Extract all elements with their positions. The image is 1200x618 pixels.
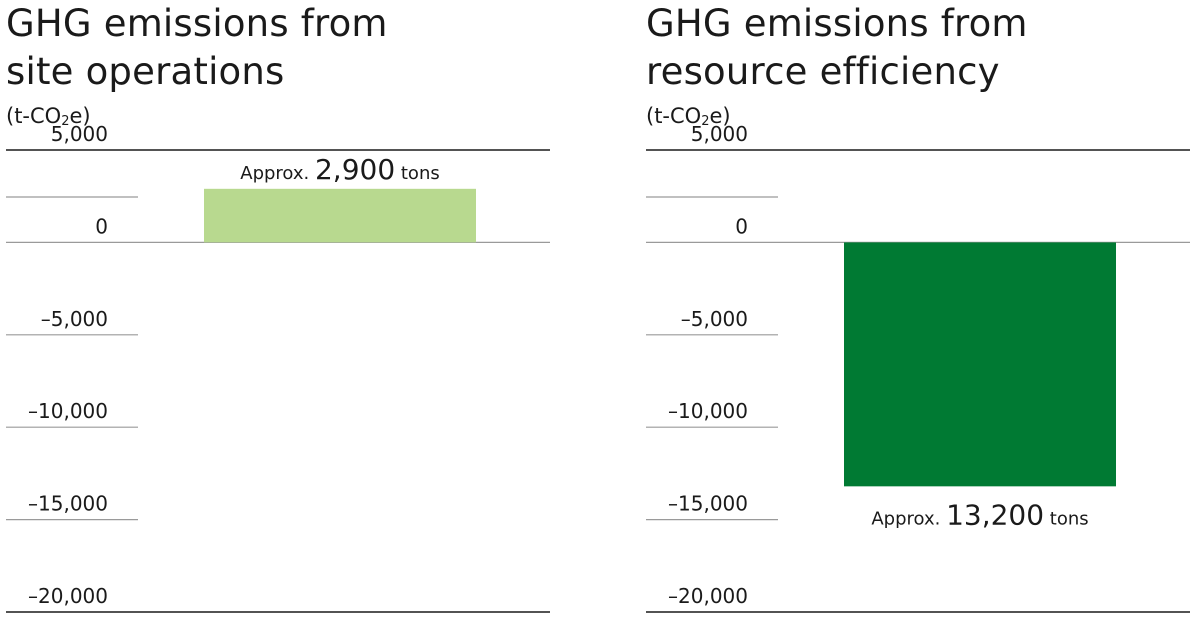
chart-title: GHG emissions from site operations xyxy=(6,2,388,93)
y-tick-label: –5,000 xyxy=(681,307,748,331)
data-label-value: 13,200 xyxy=(946,498,1044,531)
chart-panel-site-operations: GHG emissions from site operations (t-CO… xyxy=(0,0,560,618)
bar xyxy=(844,242,1116,487)
data-label-suffix: tons xyxy=(1044,508,1089,529)
y-tick-label: 0 xyxy=(735,214,748,238)
y-tick-label: –10,000 xyxy=(668,399,748,423)
unit-suffix: e) xyxy=(709,104,731,128)
unit-suffix: e) xyxy=(69,104,91,128)
y-tick-label: –20,000 xyxy=(28,584,108,608)
y-tick-label: –5,000 xyxy=(41,307,108,331)
data-label-prefix: Approx. xyxy=(240,163,315,184)
unit-prefix: (t-CO xyxy=(6,104,62,128)
bar-data-label: Approx. 2,900 tons xyxy=(240,153,439,186)
bar-chart-site-operations: 5,000 0 –5,000 –10,000 –15,000 –20,000 Approx.… xyxy=(6,122,550,613)
y-tick-label: 0 xyxy=(95,214,108,238)
unit-prefix: (t-CO xyxy=(646,104,702,128)
unit-label: (t-CO2e) xyxy=(646,102,731,134)
data-label-suffix: tons xyxy=(395,163,440,184)
y-tick-label: 5,000 xyxy=(51,122,108,146)
chart-title: GHG emissions from resource efficiency xyxy=(646,2,1028,93)
data-label-prefix: Approx. xyxy=(871,508,946,529)
y-tick-label: 5,000 xyxy=(691,122,748,146)
bar-chart-resource-efficiency: 5,000 0 –5,000 –10,000 –15,000 –20,000 Approx.… xyxy=(646,122,1190,613)
bar xyxy=(204,188,476,243)
y-tick-label: –20,000 xyxy=(668,584,748,608)
chart-panel-resource-efficiency: GHG emissions from resource efficiency (… xyxy=(640,0,1200,618)
data-label-value: 2,900 xyxy=(315,153,395,186)
y-tick-label: –15,000 xyxy=(668,492,748,516)
bar-data-label: Approx. 13,200 tons xyxy=(871,498,1088,531)
unit-subscript: 2 xyxy=(701,114,710,129)
unit-subscript: 2 xyxy=(61,114,70,129)
y-tick-label: –15,000 xyxy=(28,492,108,516)
y-tick-label: –10,000 xyxy=(28,399,108,423)
unit-label: (t-CO2e) xyxy=(6,102,91,134)
